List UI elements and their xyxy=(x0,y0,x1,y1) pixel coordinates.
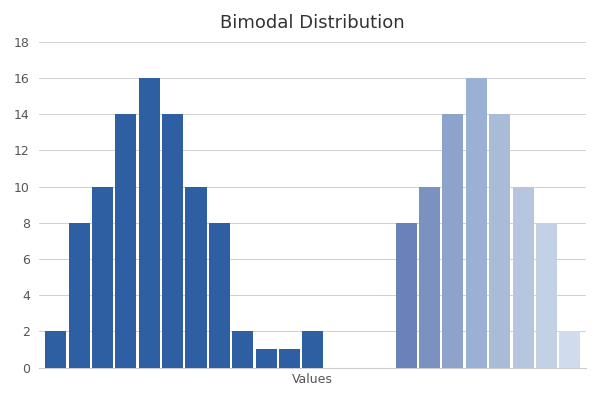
Bar xyxy=(115,114,136,368)
Bar xyxy=(162,114,183,368)
Bar xyxy=(559,331,580,368)
Bar xyxy=(139,78,160,368)
Bar xyxy=(396,223,417,368)
Bar xyxy=(256,350,277,368)
Bar xyxy=(512,186,533,368)
Bar xyxy=(536,223,557,368)
Bar xyxy=(185,186,206,368)
Bar xyxy=(92,186,113,368)
Title: Bimodal Distribution: Bimodal Distribution xyxy=(220,14,405,32)
Bar xyxy=(232,331,253,368)
Bar xyxy=(209,223,230,368)
Bar xyxy=(466,78,487,368)
Bar xyxy=(419,186,440,368)
Bar xyxy=(489,114,510,368)
Bar xyxy=(46,331,67,368)
X-axis label: Values: Values xyxy=(292,373,333,386)
Bar xyxy=(442,114,463,368)
Bar xyxy=(279,350,300,368)
Bar xyxy=(68,223,90,368)
Bar xyxy=(302,331,323,368)
